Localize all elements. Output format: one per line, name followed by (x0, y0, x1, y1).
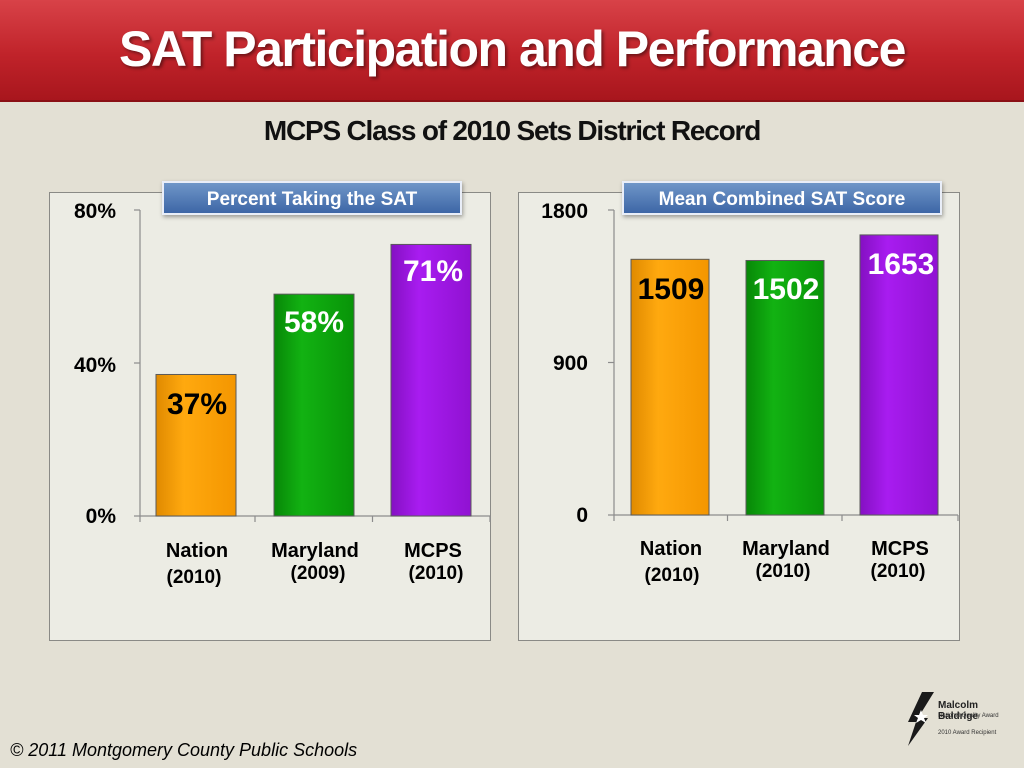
bar-mcps (859, 234, 939, 516)
logo-award: National Quality Award (938, 713, 999, 719)
y-tick-label: 0 (576, 504, 588, 527)
bar-nation (630, 258, 710, 516)
data-label-nation-score: 1509 (637, 273, 705, 306)
y-tick-label: 40% (73, 354, 116, 377)
x-tick-label: MCPS (404, 540, 462, 562)
x-tick-label: Maryland (742, 538, 830, 560)
y-tick-label: 900 (552, 352, 588, 375)
data-label-mcps-participation: 71% (402, 255, 464, 288)
bar-maryland (273, 293, 355, 517)
x-tick-label: (2010) (408, 563, 464, 584)
x-tick-label: (2010) (644, 565, 700, 586)
data-label-mcps-score: 1653 (867, 248, 935, 281)
data-label-nation-participation: 37% (166, 388, 228, 421)
x-tick-label: Nation (639, 538, 703, 560)
x-tick-label: Maryland (271, 540, 359, 562)
y-tick-label: 1800 (541, 200, 588, 223)
x-tick-label: (2009) (290, 563, 346, 584)
y-tick-label: 0% (85, 505, 116, 528)
chart-title-participation: Percent Taking the SAT (162, 181, 462, 215)
chart-title-score: Mean Combined SAT Score (622, 181, 942, 215)
page-title: SAT Participation and Performance (119, 21, 906, 77)
baldrige-logo: Malcolm Baldrige National Quality Award … (904, 688, 1014, 748)
bar-mcps (390, 243, 472, 517)
logo-recipient: 2010 Award Recipient (938, 730, 997, 736)
logo-name: Malcolm Baldrige (938, 700, 979, 722)
bar-maryland (745, 259, 825, 516)
header-bar: SAT Participation and Performance (0, 0, 1024, 102)
y-tick-label: 80% (73, 200, 116, 223)
baldrige-star-icon (908, 692, 934, 746)
data-label-maryland-score: 1502 (752, 273, 820, 306)
x-tick-label: (2010) (755, 561, 811, 582)
page-subtitle: MCPS Class of 2010 Sets District Record (263, 115, 761, 146)
x-tick-label: Nation (165, 540, 229, 562)
footer-copyright: © 2011 Montgomery County Public Schools (10, 740, 358, 760)
x-tick-label: (2010) (166, 567, 222, 588)
bar-nation (155, 373, 237, 517)
x-tick-label: MCPS (871, 538, 929, 560)
data-label-maryland-participation: 58% (283, 306, 345, 339)
x-tick-label: (2010) (870, 561, 926, 582)
